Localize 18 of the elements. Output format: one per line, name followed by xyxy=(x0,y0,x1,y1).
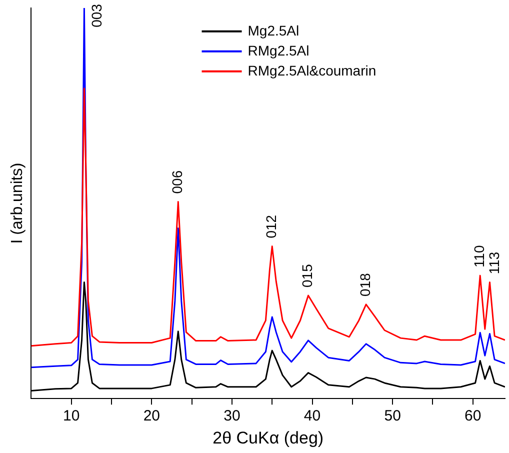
annotation: 113 xyxy=(486,252,502,274)
x-axis-title: 2θ CuKα (deg) xyxy=(212,428,324,448)
annotation: 012 xyxy=(262,214,279,238)
annotation: 018 xyxy=(356,272,373,296)
x-tick-label: 20 xyxy=(143,408,160,425)
x-tick-label: 50 xyxy=(384,408,401,425)
y-axis-title: I (arb.units) xyxy=(9,162,26,244)
x-tick-label: 30 xyxy=(224,408,240,425)
legend-label: RMg2.5Al&coumarin xyxy=(248,62,376,78)
legend-label: Mg2.5Al xyxy=(248,22,300,38)
annotation: 003 xyxy=(88,4,105,28)
x-tick-label: 40 xyxy=(304,408,321,425)
annotation: 006 xyxy=(169,170,186,194)
x-tick-label: 10 xyxy=(63,408,80,425)
legend-label: RMg2.5Al xyxy=(248,42,310,58)
annotation: 015 xyxy=(299,264,316,288)
annotation: 110 xyxy=(470,245,487,268)
x-tick-label: 60 xyxy=(464,408,482,425)
